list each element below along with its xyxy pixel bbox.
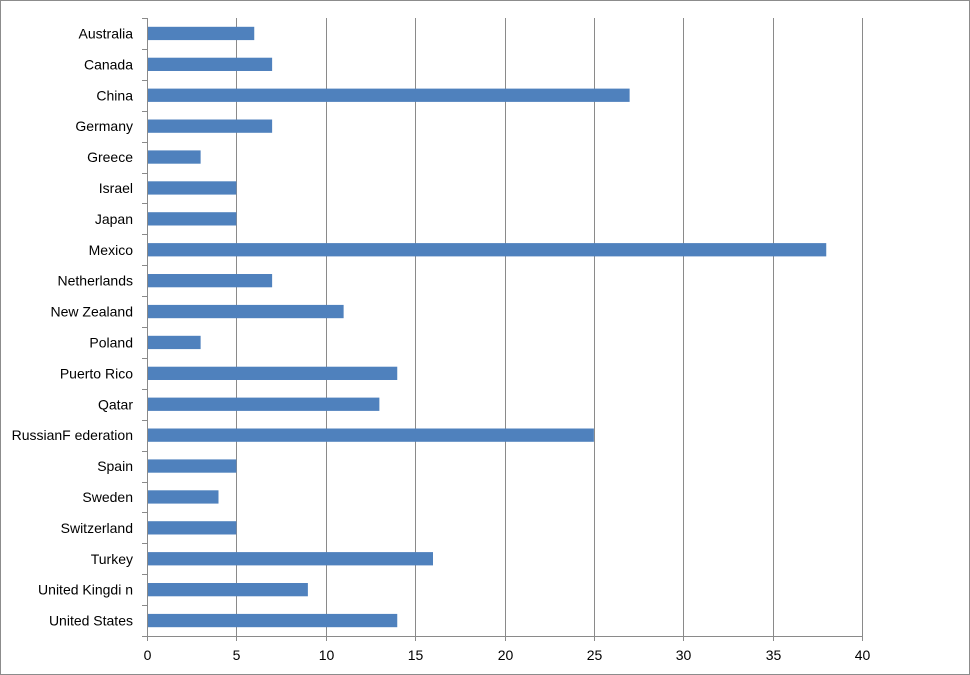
category-label: Turkey	[91, 551, 133, 567]
axes	[142, 18, 863, 641]
category-label: Australia	[79, 25, 134, 41]
bar	[148, 521, 237, 535]
category-label: Germany	[75, 118, 133, 134]
category-label: Qatar	[98, 396, 133, 412]
category-label: Sweden	[82, 489, 133, 505]
bar	[148, 150, 201, 164]
x-tick-label: 35	[766, 647, 782, 663]
category-label: China	[96, 87, 133, 103]
category-label: Puerto Rico	[60, 365, 133, 381]
category-label: Canada	[84, 56, 133, 72]
bar	[148, 88, 630, 102]
bar	[148, 57, 273, 71]
category-label: United States	[49, 613, 133, 629]
category-label: Japan	[95, 211, 133, 227]
category-label: Netherlands	[58, 273, 134, 289]
category-label: Israel	[99, 180, 133, 196]
x-tick-label: 20	[498, 647, 514, 663]
category-label: New Zealand	[51, 304, 134, 320]
category-label: RussianF ederation	[12, 427, 133, 443]
bar	[148, 304, 344, 319]
bar	[148, 552, 433, 566]
labels: 0 5 10 15 20 25 30 35 40 Australia Canada China Germ…	[12, 25, 871, 663]
bar	[148, 26, 255, 41]
category-label: Mexico	[89, 242, 134, 258]
x-tick-label: 40	[855, 647, 871, 663]
category-label: Poland	[89, 334, 133, 350]
x-tick-label: 5	[233, 647, 241, 663]
bar	[148, 613, 398, 628]
x-tick-label: 15	[408, 647, 424, 663]
bars	[148, 26, 827, 628]
bar	[148, 181, 237, 195]
category-label: Switzerland	[61, 520, 133, 536]
bar	[148, 490, 219, 504]
bar	[148, 366, 398, 380]
bar	[148, 397, 380, 411]
bar	[148, 335, 201, 350]
bar	[148, 428, 594, 442]
category-label: Greece	[87, 149, 133, 165]
x-tick-label: 25	[587, 647, 603, 663]
bar	[148, 583, 308, 597]
x-tick-label: 30	[676, 647, 692, 663]
bar	[148, 212, 237, 226]
x-tick-label: 10	[319, 647, 335, 663]
bar	[148, 243, 827, 257]
bar	[148, 274, 273, 288]
category-label: Spain	[97, 458, 133, 474]
bar	[148, 459, 237, 473]
gridlines	[236, 18, 863, 636]
bar	[148, 119, 273, 133]
x-tick-label: 0	[144, 647, 152, 663]
category-label: United Kingdi n	[38, 582, 133, 598]
